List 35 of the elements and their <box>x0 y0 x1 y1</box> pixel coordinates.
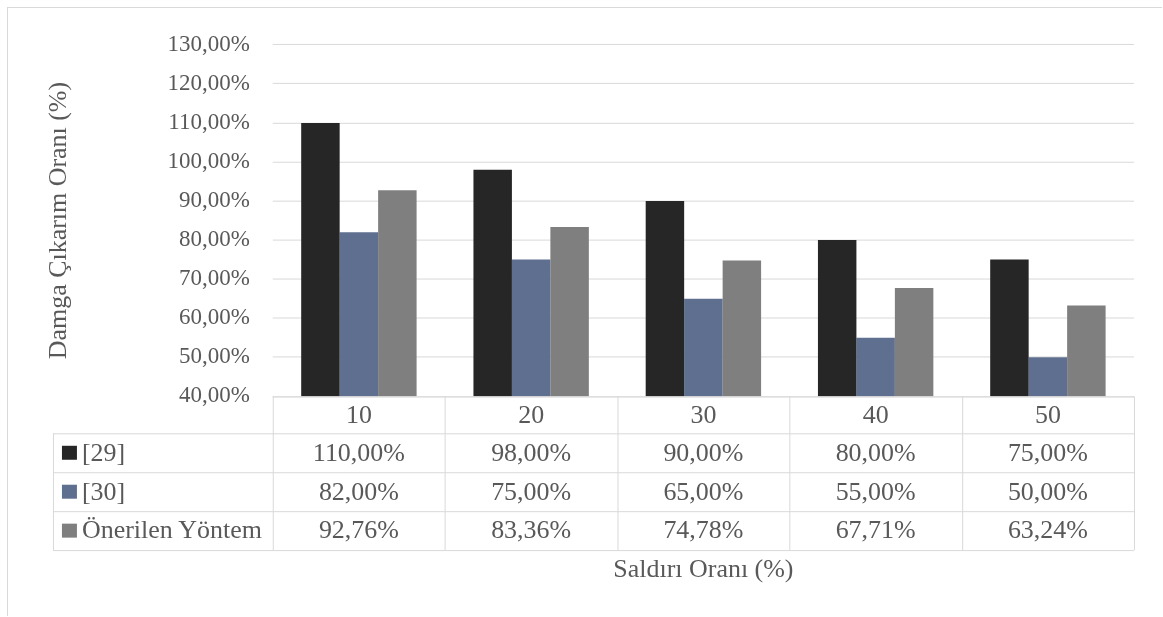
y-tick-label: 60,00% <box>178 304 250 330</box>
data-label: 65,00% <box>663 476 744 506</box>
data-label: 83,36% <box>491 515 572 545</box>
y-tick-label: 50,00% <box>178 343 250 369</box>
x-axis-title: Saldırı Oranı (%) <box>613 554 794 584</box>
data-label: 92,76% <box>318 515 399 545</box>
y-tick-label: 100,00% <box>167 147 250 173</box>
y-tick-label: 70,00% <box>178 265 250 291</box>
data-label: 55,00% <box>835 476 916 506</box>
legend-label: [30] <box>81 476 126 506</box>
x-tick-label: 30 <box>690 399 717 429</box>
x-tick-label: 10 <box>345 399 372 429</box>
data-label: 98,00% <box>491 437 572 467</box>
data-label: 75,00% <box>491 476 572 506</box>
y-tick-label: 40,00% <box>178 382 250 408</box>
data-label: 110,00% <box>312 437 405 467</box>
y-tick-label: 130,00% <box>167 30 250 56</box>
data-label: 82,00% <box>318 476 399 506</box>
legend-label: Önerilen Yöntem <box>81 515 262 545</box>
y-axis-title: Damga Çıkarım Oranı (%) <box>43 81 73 360</box>
data-label: 80,00% <box>835 437 916 467</box>
data-label: 90,00% <box>663 437 744 467</box>
data-label: 75,00% <box>1007 437 1088 467</box>
x-tick-label: 40 <box>862 399 889 429</box>
data-label: 50,00% <box>1007 476 1088 506</box>
y-tick-label: 90,00% <box>178 187 250 213</box>
legend-label: [29] <box>81 437 126 467</box>
y-tick-label: 80,00% <box>178 226 250 252</box>
data-label: 67,71% <box>835 515 916 545</box>
y-tick-label: 110,00% <box>168 108 250 134</box>
y-tick-label: 120,00% <box>167 69 250 95</box>
x-tick-label: 50 <box>1034 399 1061 429</box>
x-tick-label: 20 <box>518 399 545 429</box>
data-label: 63,24% <box>1007 515 1088 545</box>
data-label: 74,78% <box>663 515 744 545</box>
